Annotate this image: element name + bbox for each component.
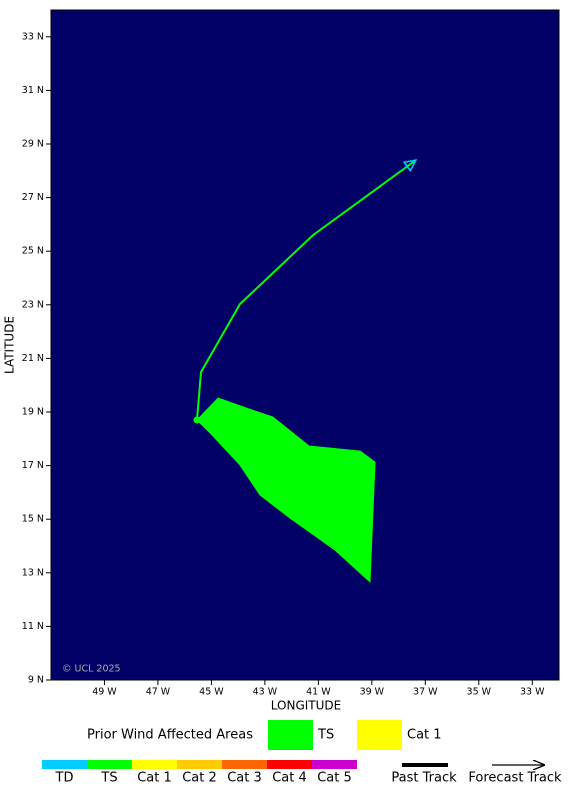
x-tick-label: 45 W <box>199 687 224 698</box>
scale-label: Cat 5 <box>317 771 352 786</box>
y-tick-label: 33 N <box>22 31 44 42</box>
legend-swatch <box>357 720 402 750</box>
past-track-label: Past Track <box>391 771 457 786</box>
x-tick-label: 33 W <box>520 687 545 698</box>
y-tick-label: 25 N <box>22 246 44 257</box>
y-tick-label: 17 N <box>22 460 44 471</box>
x-tick-label: 43 W <box>253 687 278 698</box>
y-axis-label: LATITUDE <box>3 316 17 374</box>
x-tick-label: 47 W <box>146 687 171 698</box>
y-tick-label: 15 N <box>22 514 44 525</box>
x-tick-label: 41 W <box>306 687 331 698</box>
x-tick-label: 49 W <box>92 687 117 698</box>
scale-label: Cat 3 <box>227 771 262 786</box>
copyright: © UCL 2025 <box>62 664 121 675</box>
legend-title: Prior Wind Affected Areas <box>87 728 253 743</box>
scale-swatch <box>267 760 312 769</box>
scale-label: Cat 2 <box>182 771 217 786</box>
scale-label: TS <box>100 771 117 786</box>
x-tick-label: 37 W <box>413 687 438 698</box>
map-frame <box>50 9 560 681</box>
x-axis-label: LONGITUDE <box>271 699 341 713</box>
legend-swatch <box>268 720 313 750</box>
forecast-track-label: Forecast Track <box>468 771 562 786</box>
storm-track <box>195 159 417 421</box>
scale-swatch <box>132 760 177 769</box>
y-tick-label: 21 N <box>22 353 44 364</box>
scale-swatch <box>42 760 87 769</box>
x-tick-label: 39 W <box>360 687 385 698</box>
scale-swatch <box>222 760 267 769</box>
wind-affected-area <box>196 397 376 584</box>
y-tick-label: 19 N <box>22 407 44 418</box>
y-tick-label: 29 N <box>22 139 44 150</box>
scale-label: Cat 1 <box>137 771 172 786</box>
map-background <box>51 10 559 680</box>
track-arrowhead <box>402 159 418 173</box>
y-tick-label: 9 N <box>28 675 44 686</box>
scale-swatch <box>177 760 222 769</box>
y-tick-label: 13 N <box>22 567 44 578</box>
scale-swatch <box>312 760 357 769</box>
scale-label: Cat 4 <box>272 771 307 786</box>
y-tick-label: 27 N <box>22 192 44 203</box>
legend-label: TS <box>317 728 334 743</box>
legend-label: Cat 1 <box>407 728 442 743</box>
x-tick-label: 35 W <box>467 687 492 698</box>
scale-swatch <box>87 760 132 769</box>
y-tick-label: 31 N <box>22 85 44 96</box>
scale-label: TD <box>55 771 74 786</box>
track-start <box>193 416 201 424</box>
y-tick-label: 11 N <box>22 621 44 632</box>
y-tick-label: 23 N <box>22 299 44 310</box>
